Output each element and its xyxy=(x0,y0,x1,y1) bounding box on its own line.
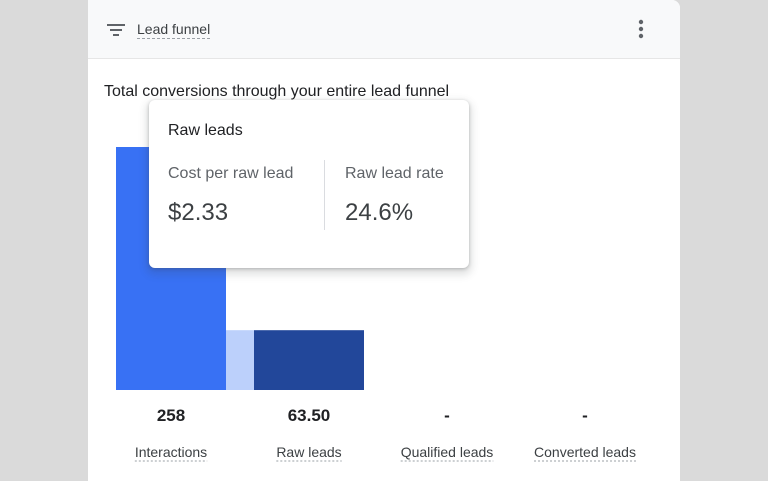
tooltip-metric-rate: Raw lead rate 24.6% xyxy=(345,164,444,227)
bar-value-label: 63.50 xyxy=(288,406,331,425)
category-label[interactable]: Raw leads xyxy=(276,444,341,460)
bar-value-label: - xyxy=(444,406,450,425)
filter-icon[interactable] xyxy=(107,22,125,38)
tooltip-metric-value: $2.33 xyxy=(168,199,229,226)
more-vert-icon[interactable] xyxy=(632,17,650,41)
category-label[interactable]: Converted leads xyxy=(534,444,636,460)
card-header: Lead funnel xyxy=(88,0,680,59)
card-title: Total conversions through your entire le… xyxy=(104,83,450,100)
chart-tooltip: Raw leads Cost per raw lead $2.33 Raw le… xyxy=(149,100,469,268)
tooltip-metric-cost: Cost per raw lead $2.33 xyxy=(168,164,293,227)
tooltip-divider xyxy=(324,160,325,230)
tooltip-metric-value: 24.6% xyxy=(345,199,414,226)
tooltip-title: Raw leads xyxy=(168,122,243,139)
card-header-title[interactable]: Lead funnel xyxy=(137,21,211,39)
bar-value-label: 258 xyxy=(157,406,185,425)
tooltip-metric-label: Raw lead rate xyxy=(345,165,444,182)
funnel-connector xyxy=(226,330,254,390)
tooltip-metric-label: Cost per raw lead xyxy=(168,165,294,182)
category-label[interactable]: Interactions xyxy=(135,444,207,460)
category-label[interactable]: Qualified leads xyxy=(401,444,494,460)
bar-value-label: - xyxy=(582,406,588,425)
bar-raw-leads[interactable] xyxy=(254,330,364,390)
